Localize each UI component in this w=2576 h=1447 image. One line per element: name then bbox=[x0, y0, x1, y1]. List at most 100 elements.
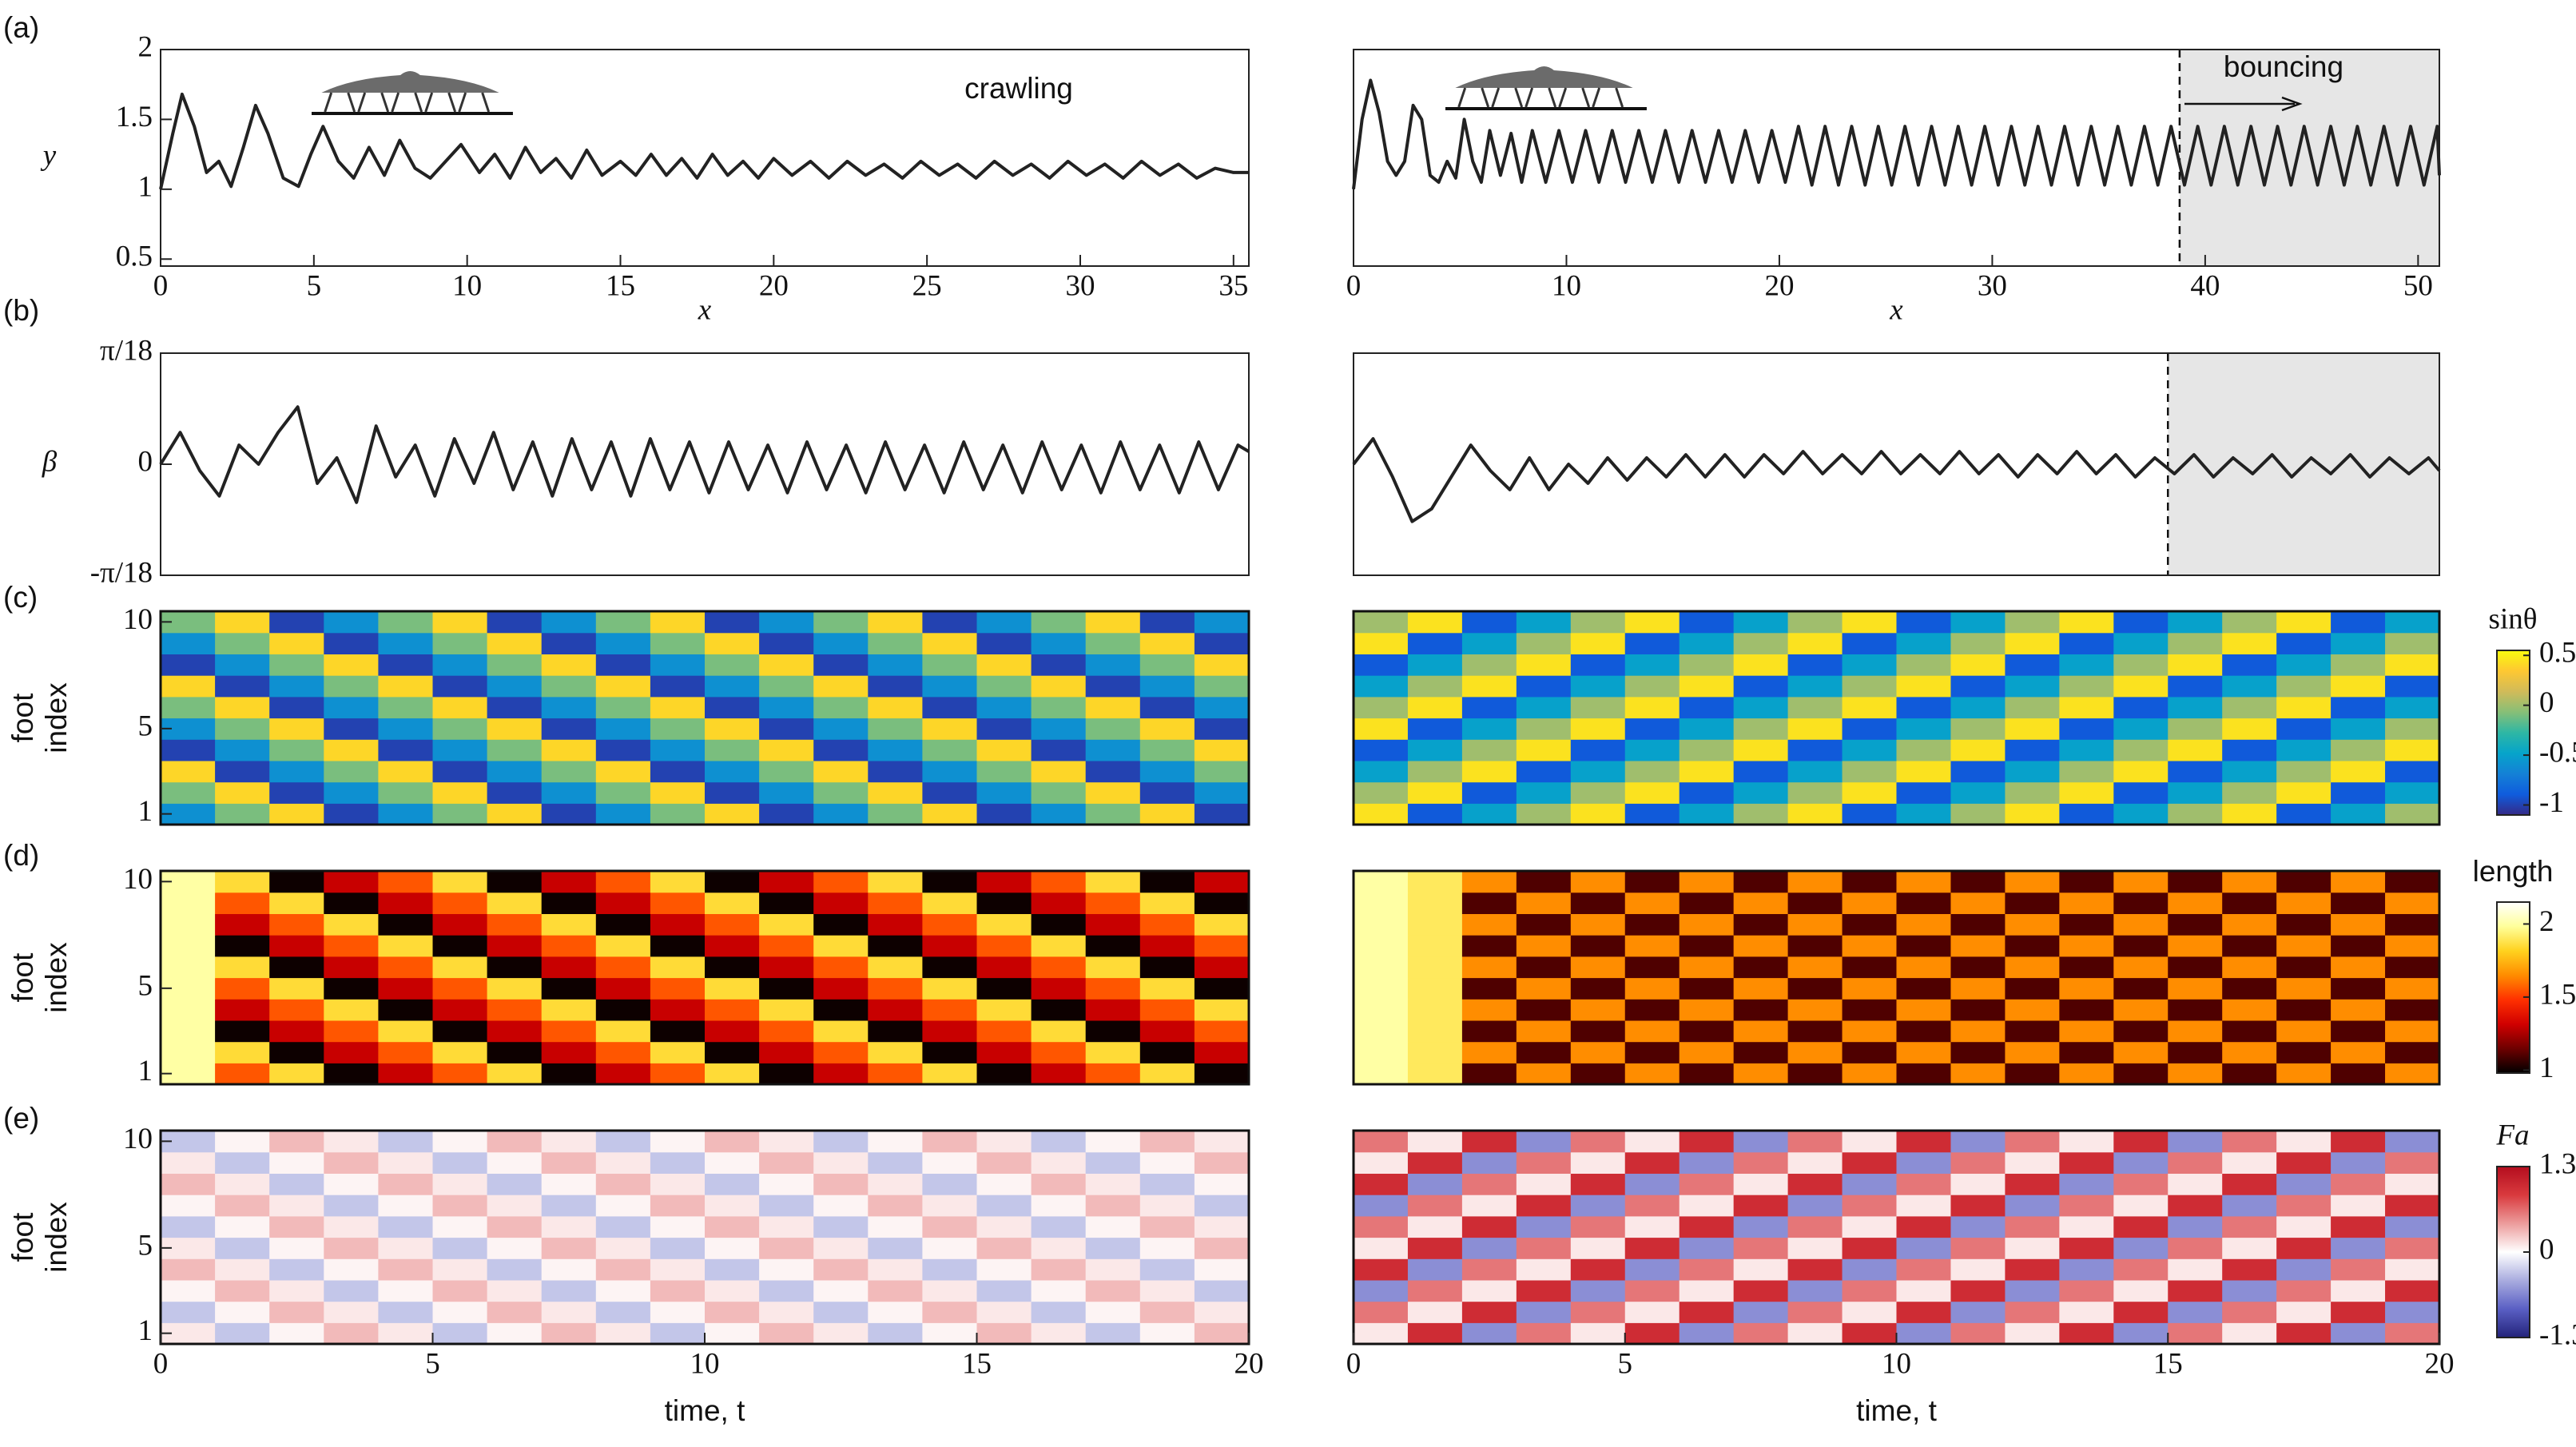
heatmap-cell bbox=[2385, 611, 2440, 634]
heatmap-cell bbox=[1679, 1195, 1735, 1217]
heatmap-cell bbox=[1516, 1063, 1572, 1085]
heatmap-cell bbox=[2059, 892, 2114, 914]
heatmap-cell bbox=[215, 1020, 270, 1043]
heatmap-cell bbox=[541, 892, 597, 914]
heatmap-cell bbox=[1787, 1215, 1843, 1238]
heatmap-cell bbox=[1787, 892, 1843, 914]
heatmap-cell bbox=[2168, 611, 2223, 634]
heatmap-cell bbox=[650, 1063, 706, 1085]
heatmap-cell bbox=[1950, 892, 2006, 914]
heatmap-cell bbox=[1842, 803, 1898, 825]
heatmap-cell bbox=[1896, 977, 1952, 1000]
colorbar-tick-label: 0 bbox=[2539, 1233, 2554, 1266]
heatmap-cell bbox=[976, 1215, 1032, 1238]
heatmap-cell bbox=[595, 871, 651, 893]
heatmap-cell bbox=[1950, 1020, 2006, 1043]
heatmap-cell bbox=[269, 739, 324, 761]
heatmap-cell bbox=[813, 1195, 869, 1217]
heatmap-cell bbox=[215, 1258, 270, 1281]
heatmap-cell bbox=[324, 1020, 379, 1043]
heatmap-cell bbox=[1733, 1301, 1789, 1323]
heatmap-cell bbox=[2113, 1173, 2169, 1195]
heatmap-cell bbox=[1461, 1041, 1517, 1063]
heatmap-cell bbox=[378, 1279, 434, 1302]
heatmap-cell bbox=[432, 632, 488, 654]
heatmap-cell bbox=[1896, 1041, 1952, 1063]
heatmap-cell bbox=[2059, 1237, 2114, 1259]
heatmap-cell bbox=[1787, 977, 1843, 1000]
heatmap-cell bbox=[541, 611, 597, 634]
heatmap-cell bbox=[2005, 935, 2060, 957]
heatmap-cell bbox=[1787, 1301, 1843, 1323]
heatmap-cell bbox=[2059, 1131, 2114, 1153]
heatmap-cell bbox=[432, 654, 488, 676]
heatmap-cell bbox=[1407, 999, 1463, 1021]
heatmap-cell bbox=[1842, 739, 1898, 761]
heatmap-cell bbox=[2222, 1151, 2277, 1174]
heatmap-cell bbox=[1031, 892, 1087, 914]
heatmap-cell bbox=[976, 1173, 1032, 1195]
heatmap-cell bbox=[595, 999, 651, 1021]
heatmap-cell bbox=[2385, 1020, 2440, 1043]
heatmap-cell bbox=[813, 913, 869, 936]
heatmap-cell bbox=[269, 871, 324, 893]
heatmap-cell bbox=[1896, 781, 1952, 804]
heatmap-cell bbox=[1516, 892, 1572, 914]
heatmap-cell bbox=[922, 803, 978, 825]
y-tick-label: 5 bbox=[138, 710, 153, 742]
heatmap-cell bbox=[1085, 935, 1141, 957]
heatmap-cell bbox=[2222, 1063, 2277, 1085]
heatmap-cell bbox=[324, 654, 379, 676]
heatmap-cell bbox=[1842, 871, 1898, 893]
heatmap-cell bbox=[922, 999, 978, 1021]
heatmap-cell bbox=[1194, 781, 1250, 804]
heatmap-cell bbox=[2168, 1151, 2223, 1174]
heatmap-cell bbox=[432, 803, 488, 825]
heatmap-cell bbox=[1787, 739, 1843, 761]
heatmap-cell bbox=[1407, 1020, 1463, 1043]
x-tick-label: 20 bbox=[759, 269, 789, 302]
heatmap-cell bbox=[2113, 1279, 2169, 1302]
y-tick-label: 1 bbox=[138, 1314, 153, 1347]
heatmap-cell bbox=[1461, 913, 1517, 936]
heatmap-cell bbox=[2059, 696, 2114, 719]
heatmap-cell bbox=[1085, 892, 1141, 914]
heatmap-cell bbox=[705, 1237, 760, 1259]
heatmap-cell bbox=[378, 739, 434, 761]
heatmap-cell bbox=[215, 999, 270, 1021]
heatmap-cell bbox=[324, 1063, 379, 1085]
heatmap-cell bbox=[1679, 913, 1735, 936]
heatmap-cell bbox=[976, 1020, 1032, 1043]
heatmap-cell bbox=[1139, 1131, 1195, 1153]
heatmap-cell bbox=[269, 803, 324, 825]
heatmap-cell bbox=[2276, 803, 2332, 825]
heatmap-cell bbox=[1194, 632, 1250, 654]
heatmap-cell bbox=[705, 1151, 760, 1174]
heatmap-cell bbox=[432, 1301, 488, 1323]
heatmap-cell bbox=[378, 956, 434, 979]
heatmap-cell bbox=[2059, 718, 2114, 740]
data-line bbox=[159, 92, 1249, 190]
heatmap-cell bbox=[378, 1041, 434, 1063]
heatmap-cell bbox=[1570, 1215, 1626, 1238]
robot-body bbox=[1455, 66, 1633, 88]
heatmap-cell bbox=[324, 913, 379, 936]
heatmap-cell bbox=[2005, 803, 2060, 825]
heatmap-cell bbox=[541, 760, 597, 783]
heatmap-cell bbox=[269, 1215, 324, 1238]
heatmap-cell bbox=[378, 611, 434, 634]
heatmap-cell bbox=[541, 718, 597, 740]
heatmap-cell bbox=[1085, 718, 1141, 740]
heatmap-cell bbox=[161, 1279, 216, 1302]
heatmap-cell bbox=[705, 654, 760, 676]
heatmap-cell bbox=[1461, 1237, 1517, 1259]
heatmap-cell bbox=[541, 1215, 597, 1238]
heatmap-cell bbox=[269, 956, 324, 979]
heatmap-cell bbox=[1354, 1063, 1409, 1085]
heatmap-cell bbox=[1950, 1322, 2006, 1345]
heatmap-cell bbox=[868, 999, 923, 1021]
heatmap-cell bbox=[1733, 1063, 1789, 1085]
x-tick-label: 0 bbox=[153, 1347, 169, 1380]
heatmap-cell bbox=[650, 1041, 706, 1063]
heatmap-cell bbox=[2331, 1020, 2386, 1043]
